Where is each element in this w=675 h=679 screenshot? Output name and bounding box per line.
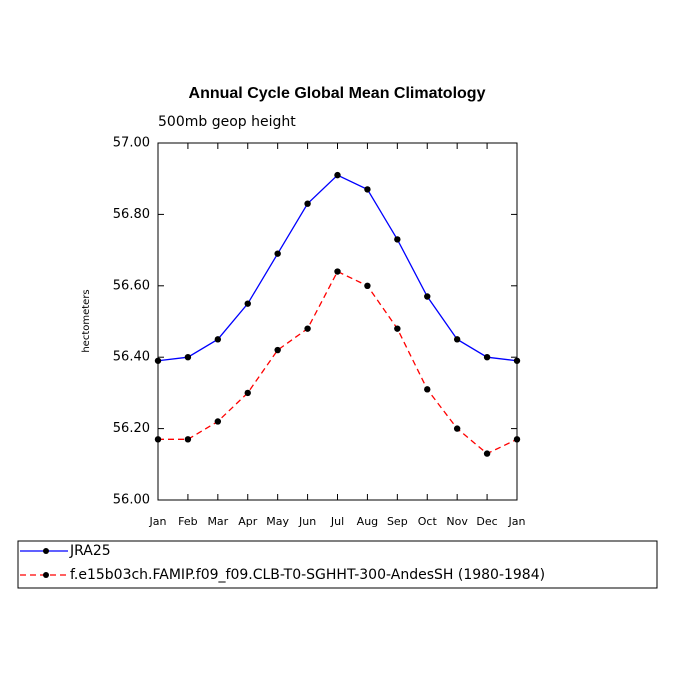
x-tick-label: Aug [357,515,378,528]
data-point [244,389,251,397]
data-point [154,436,162,443]
data-point [214,418,222,425]
data-point [394,325,401,332]
data-point [184,436,192,443]
data-point [214,336,222,343]
data-point [184,354,192,361]
data-point [453,425,461,432]
data-point [244,300,251,307]
data-point [483,450,491,457]
y-tick-label: 56.40 [113,350,150,365]
x-tick-label: Sep [387,515,408,528]
data-point [274,250,281,257]
chart-title: Annual Cycle Global Mean Climatology [189,85,486,102]
legend-marker [43,548,49,554]
x-tick-label: Nov [446,515,468,528]
legend-box [17,540,658,589]
data-point [364,282,371,289]
data-point [364,186,371,193]
x-tick-label: Feb [178,515,197,528]
data-point [483,354,491,361]
x-tick-label: Jan [508,515,526,528]
data-point [304,325,311,332]
y-axis-label: hectometers [81,289,92,352]
data-point [274,346,281,354]
y-tick-label: 57.00 [113,136,150,151]
legend-marker [43,572,49,578]
x-tick-label: Oct [418,515,438,528]
legend-label: f.e15b03ch.FAMIP.f09_f09.CLB-T0-SGHHT-30… [70,567,545,583]
x-tick-label: Jul [330,515,344,528]
chart-subtitle: 500mb geop height [158,114,296,130]
data-point [334,171,341,179]
data-point [513,357,521,364]
data-point [424,386,431,393]
x-tick-label: May [266,515,289,528]
y-tick-label: 56.00 [113,493,150,508]
y-tick-label: 56.20 [113,421,150,436]
data-point [394,236,401,243]
x-tick-label: Dec [476,515,497,528]
x-tick-label: Mar [207,515,228,528]
legend-label: JRA25 [69,543,111,559]
x-tick-label: Apr [238,515,258,528]
data-point [453,336,461,343]
data-point [154,357,162,364]
y-tick-label: 56.80 [113,207,150,222]
y-tick-label: 56.60 [113,278,150,293]
x-tick-label: Jun [298,515,316,528]
data-point [424,293,431,300]
x-tick-label: Jan [149,515,167,528]
data-point [334,268,341,275]
data-point [304,200,311,207]
data-point [513,436,521,443]
